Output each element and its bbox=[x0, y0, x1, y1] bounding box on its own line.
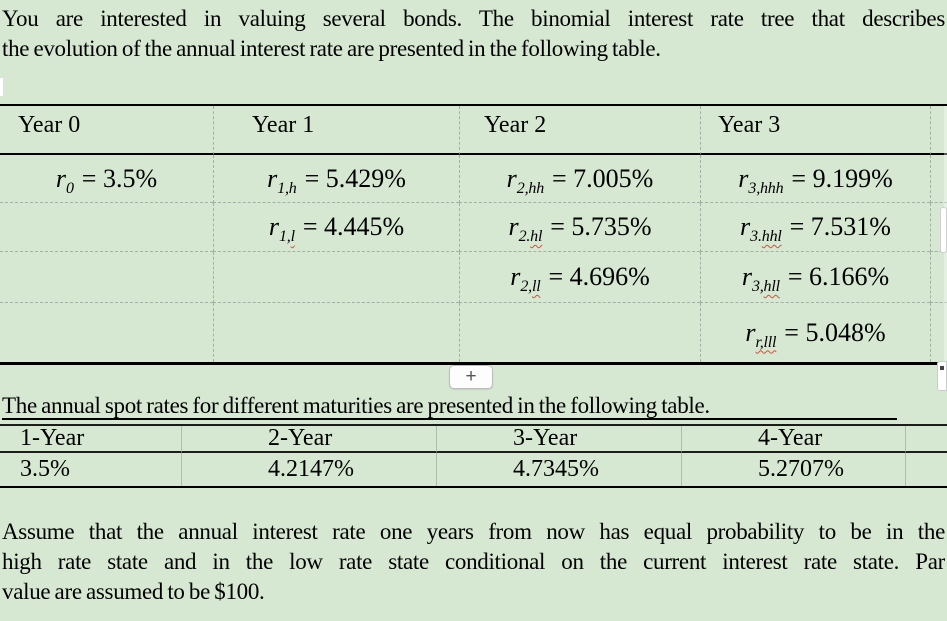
spot-header-2year[interactable]: 2-Year bbox=[181, 425, 436, 453]
math-base: r bbox=[508, 212, 519, 241]
rate-expression: r2,hh = 7.005% bbox=[506, 163, 654, 197]
rate-expression: r3.hhl = 7.531% bbox=[740, 212, 891, 246]
scrollbar-thumb[interactable] bbox=[940, 207, 947, 253]
tree-cell-r1h[interactable]: r1,h = 5.429% bbox=[213, 155, 459, 203]
math-base: r bbox=[741, 262, 752, 291]
tree-cell-r3hhl[interactable]: r3.hhl = 7.531% bbox=[700, 203, 930, 252]
tree-cell-empty[interactable] bbox=[0, 252, 213, 303]
math-subscript-flagged: r,lll bbox=[755, 333, 777, 351]
math-base: r bbox=[510, 262, 521, 291]
math-base: r bbox=[506, 163, 517, 193]
math-value: = 3.5% bbox=[81, 163, 158, 193]
tree-cell-empty bbox=[930, 155, 947, 203]
rate-expression: r0 = 3.5% bbox=[55, 163, 158, 197]
text-line: Assume that the annual interest rate one… bbox=[2, 519, 945, 544]
tree-cell-rrlll[interactable]: rr,lll = 5.048% bbox=[700, 303, 930, 362]
spot-value-2year[interactable]: 4.2147% bbox=[181, 453, 436, 486]
tree-cell-r3hhh[interactable]: r3,hhh = 9.199% bbox=[700, 155, 930, 203]
math-subscript: 2, bbox=[520, 278, 532, 296]
math-subscript: 0 bbox=[65, 179, 74, 197]
spot-header-filler bbox=[905, 426, 947, 453]
math-subscript: 1,h bbox=[277, 179, 297, 197]
math-value: = 6.166% bbox=[787, 262, 890, 291]
text-line: value are assumed to be $100. bbox=[2, 579, 265, 604]
math-value: = 4.696% bbox=[548, 262, 650, 291]
interest-rate-tree-table: Year 0 Year 1 Year 2 Year 3 r0 = 3.5% r1,… bbox=[0, 104, 947, 365]
rate-expression: rr,lll = 5.048% bbox=[745, 317, 886, 351]
math-subscript: 3,hhh bbox=[748, 179, 784, 197]
math-value: = 5.735% bbox=[550, 212, 652, 241]
text-line: You are interested in valuing several bo… bbox=[2, 6, 945, 31]
tree-cell-r0[interactable]: r0 = 3.5% bbox=[0, 155, 213, 203]
math-base: r bbox=[55, 163, 66, 193]
spot-value-1year[interactable]: 3.5% bbox=[20, 456, 70, 482]
math-base: r bbox=[267, 163, 278, 193]
math-value: = 5.429% bbox=[304, 163, 406, 193]
rate-expression: r2.hl = 5.735% bbox=[508, 212, 652, 246]
spot-rates-table: 1-Year 2-Year 3-Year 4-Year 3.5% 4.2147%… bbox=[0, 424, 947, 488]
math-base: r bbox=[740, 212, 751, 241]
rate-expression: r3,hhh = 9.199% bbox=[738, 163, 893, 197]
rate-expression: r1,h = 5.429% bbox=[267, 163, 406, 197]
text-cursor bbox=[0, 78, 3, 96]
assumptions-paragraph: Assume that the annual interest rate one… bbox=[2, 517, 945, 607]
math-base: r bbox=[268, 212, 279, 241]
math-value: = 7.005% bbox=[552, 163, 654, 193]
math-base: r bbox=[738, 163, 749, 193]
math-subscript: 2,hh bbox=[516, 179, 544, 197]
tree-cell-empty bbox=[930, 203, 947, 252]
tree-cell-r2hl[interactable]: r2.hl = 5.735% bbox=[459, 203, 700, 252]
intro-paragraph: You are interested in valuing several bo… bbox=[2, 4, 945, 64]
tree-cell-r1l[interactable]: r1,l = 4.445% bbox=[213, 203, 459, 252]
math-subscript-flagged: hl bbox=[530, 228, 543, 246]
rate-expression: r2,ll = 4.696% bbox=[510, 262, 650, 296]
tree-header-year2[interactable]: Year 2 bbox=[459, 106, 700, 155]
tree-cell-empty[interactable] bbox=[213, 252, 459, 303]
clipped-table-handle[interactable] bbox=[937, 361, 947, 391]
spot-rates-caption: The annual spot rates for different matu… bbox=[2, 393, 897, 420]
math-value: = 4.445% bbox=[302, 212, 405, 241]
text-line: high rate state and in the low rate stat… bbox=[2, 549, 945, 574]
math-subscript-flagged: hll bbox=[763, 278, 781, 296]
math-value: = 5.048% bbox=[784, 317, 886, 347]
tree-cell-empty[interactable] bbox=[459, 303, 700, 362]
spot-header-4year[interactable]: 4-Year bbox=[681, 425, 905, 453]
tree-cell-r3hll[interactable]: r3,hll = 6.166% bbox=[700, 252, 930, 303]
tree-header-filler bbox=[930, 106, 947, 155]
math-base: r bbox=[745, 317, 756, 347]
math-subscript: 2. bbox=[518, 228, 531, 246]
tree-cell-r2ll[interactable]: r2,ll = 4.696% bbox=[459, 252, 700, 303]
add-row-button[interactable]: + bbox=[449, 365, 493, 389]
math-subscript-flagged: l bbox=[290, 228, 295, 246]
tree-cell-empty[interactable] bbox=[0, 203, 213, 252]
spot-value-filler bbox=[905, 453, 947, 486]
spot-value-4year[interactable]: 5.2707% bbox=[681, 453, 905, 486]
tree-header-year3[interactable]: Year 3 bbox=[700, 106, 930, 155]
math-subscript-flagged: hhl bbox=[761, 228, 782, 246]
text-line: the evolution of the annual interest rat… bbox=[2, 36, 661, 61]
tree-cell-empty bbox=[930, 303, 947, 362]
rate-expression: r3,hll = 6.166% bbox=[741, 262, 890, 296]
math-value: = 7.531% bbox=[789, 212, 891, 241]
math-subscript: 3, bbox=[751, 278, 764, 296]
tree-cell-r2hh[interactable]: r2,hh = 7.005% bbox=[459, 155, 700, 203]
spot-value-3year[interactable]: 4.7345% bbox=[436, 453, 681, 486]
tree-header-year0[interactable]: Year 0 bbox=[0, 106, 213, 155]
math-subscript: 3. bbox=[750, 228, 762, 246]
tree-header-year1[interactable]: Year 1 bbox=[213, 106, 459, 155]
tree-cell-empty[interactable] bbox=[0, 303, 213, 362]
spot-header-3year[interactable]: 3-Year bbox=[436, 425, 681, 453]
math-value: = 9.199% bbox=[791, 163, 893, 193]
spot-header-1year[interactable]: 1-Year bbox=[0, 425, 181, 453]
tree-cell-empty[interactable] bbox=[213, 303, 459, 362]
plus-icon: + bbox=[465, 366, 477, 387]
rate-expression: r1,l = 4.445% bbox=[268, 212, 405, 246]
handle-glyph bbox=[940, 366, 944, 370]
math-subscript-flagged: ll bbox=[531, 278, 541, 296]
tree-cell-empty bbox=[930, 252, 947, 303]
math-subscript: 1, bbox=[278, 228, 291, 246]
